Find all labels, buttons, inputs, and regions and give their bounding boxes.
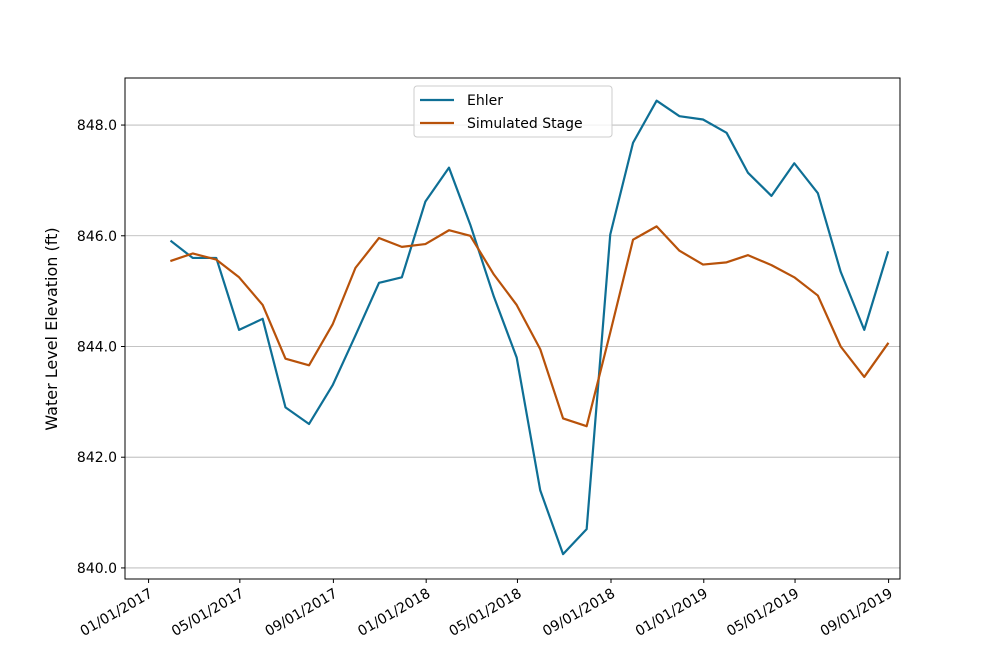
legend-label-simulated-stage: Simulated Stage <box>467 116 583 132</box>
y-tick-label: 846.0 <box>77 229 117 245</box>
x-tick-label: 05/01/2017 <box>169 586 247 640</box>
x-tick-label: 05/01/2019 <box>724 586 802 640</box>
y-tick-label: 848.0 <box>77 118 117 134</box>
y-tick-label: 844.0 <box>77 339 117 355</box>
series-line-simulated-stage <box>169 225 890 428</box>
y-axis-label: Water Level Elevation (ft) <box>42 227 61 430</box>
x-tick-label: 01/01/2019 <box>633 586 711 640</box>
y-axis: 840.0 842.0 844.0 846.0 848.0 <box>77 118 125 577</box>
y-tick-label: 842.0 <box>77 450 117 466</box>
x-tick-label: 01/01/2017 <box>78 586 156 640</box>
plot-area-frame <box>124 77 901 580</box>
series-lines <box>169 99 890 556</box>
x-axis: 01/01/2017 05/01/2017 09/01/2017 01/01/2018… <box>78 579 896 640</box>
x-tick-label: 05/01/2018 <box>447 586 525 640</box>
x-tick-label: 09/01/2018 <box>540 586 618 640</box>
series-line-ehler <box>169 99 890 556</box>
legend-box <box>413 85 613 138</box>
x-tick-label: 09/01/2017 <box>262 586 340 640</box>
legend: Ehler Simulated Stage <box>413 85 613 138</box>
legend-label-ehler: Ehler <box>467 93 503 109</box>
x-tick-label: 09/01/2019 <box>818 586 896 640</box>
y-tick-label: 840.0 <box>77 561 117 577</box>
x-tick-label: 01/01/2018 <box>355 586 433 640</box>
